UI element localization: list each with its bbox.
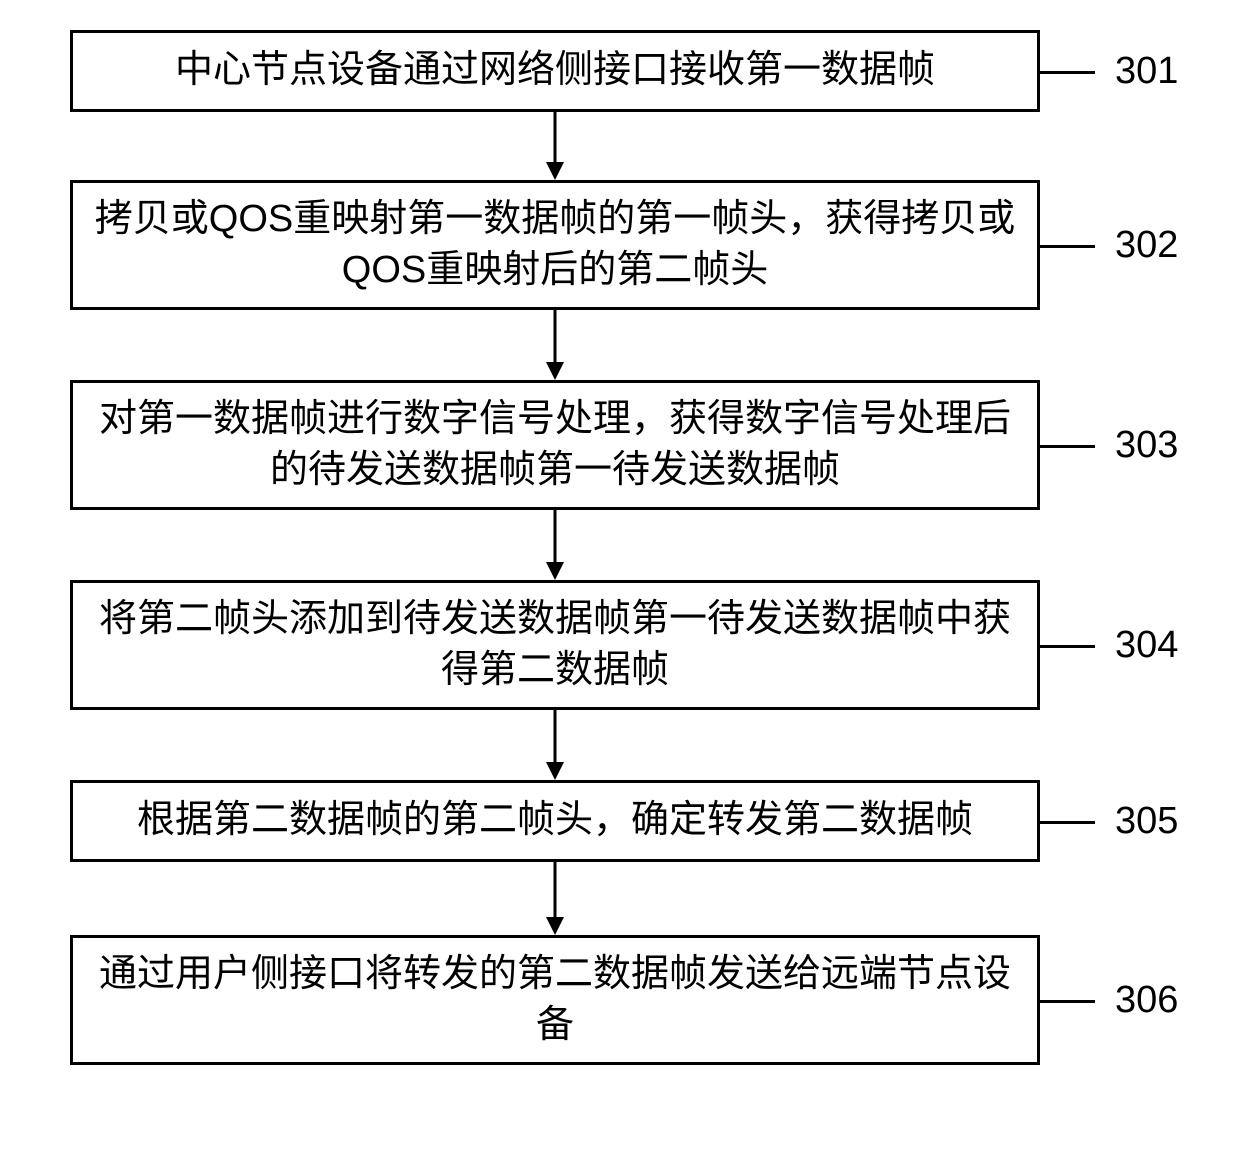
node-text: 将第二帧头添加到待发送数据帧第一待发送数据帧中获得第二数据帧: [93, 594, 1017, 697]
flow-node-304: 将第二帧头添加到待发送数据帧第一待发送数据帧中获得第二数据帧: [70, 580, 1040, 710]
flow-arrow: [546, 112, 564, 180]
node-text: 根据第二数据帧的第二帧头，确定转发第二数据帧: [137, 795, 973, 846]
flow-arrow: [546, 710, 564, 780]
node-label-303: 303: [1115, 424, 1178, 467]
flow-node-303: 对第一数据帧进行数字信号处理，获得数字信号处理后的待发送数据帧第一待发送数据帧: [70, 380, 1040, 510]
flow-arrow: [546, 510, 564, 580]
leader-line: [1040, 645, 1095, 648]
flow-node-306: 通过用户侧接口将转发的第二数据帧发送给远端节点设备: [70, 935, 1040, 1065]
flow-node-301: 中心节点设备通过网络侧接口接收第一数据帧: [70, 30, 1040, 112]
flowchart-canvas: 中心节点设备通过网络侧接口接收第一数据帧 301 拷贝或QOS重映射第一数据帧的…: [0, 0, 1240, 1173]
flow-arrow: [546, 862, 564, 935]
node-label-302: 302: [1115, 224, 1178, 267]
node-text: 对第一数据帧进行数字信号处理，获得数字信号处理后的待发送数据帧第一待发送数据帧: [93, 394, 1017, 497]
node-label-301: 301: [1115, 50, 1178, 93]
node-label-305: 305: [1115, 800, 1178, 843]
node-label-304: 304: [1115, 624, 1178, 667]
leader-line: [1040, 1000, 1095, 1003]
node-text: 中心节点设备通过网络侧接口接收第一数据帧: [175, 45, 935, 96]
leader-line: [1040, 245, 1095, 248]
node-text: 通过用户侧接口将转发的第二数据帧发送给远端节点设备: [93, 949, 1017, 1052]
flow-node-302: 拷贝或QOS重映射第一数据帧的第一帧头，获得拷贝或QOS重映射后的第二帧头: [70, 180, 1040, 310]
leader-line: [1040, 71, 1095, 74]
node-text: 拷贝或QOS重映射第一数据帧的第一帧头，获得拷贝或QOS重映射后的第二帧头: [93, 194, 1017, 297]
flow-arrow: [546, 310, 564, 380]
leader-line: [1040, 445, 1095, 448]
leader-line: [1040, 821, 1095, 824]
flow-node-305: 根据第二数据帧的第二帧头，确定转发第二数据帧: [70, 780, 1040, 862]
node-label-306: 306: [1115, 979, 1178, 1022]
